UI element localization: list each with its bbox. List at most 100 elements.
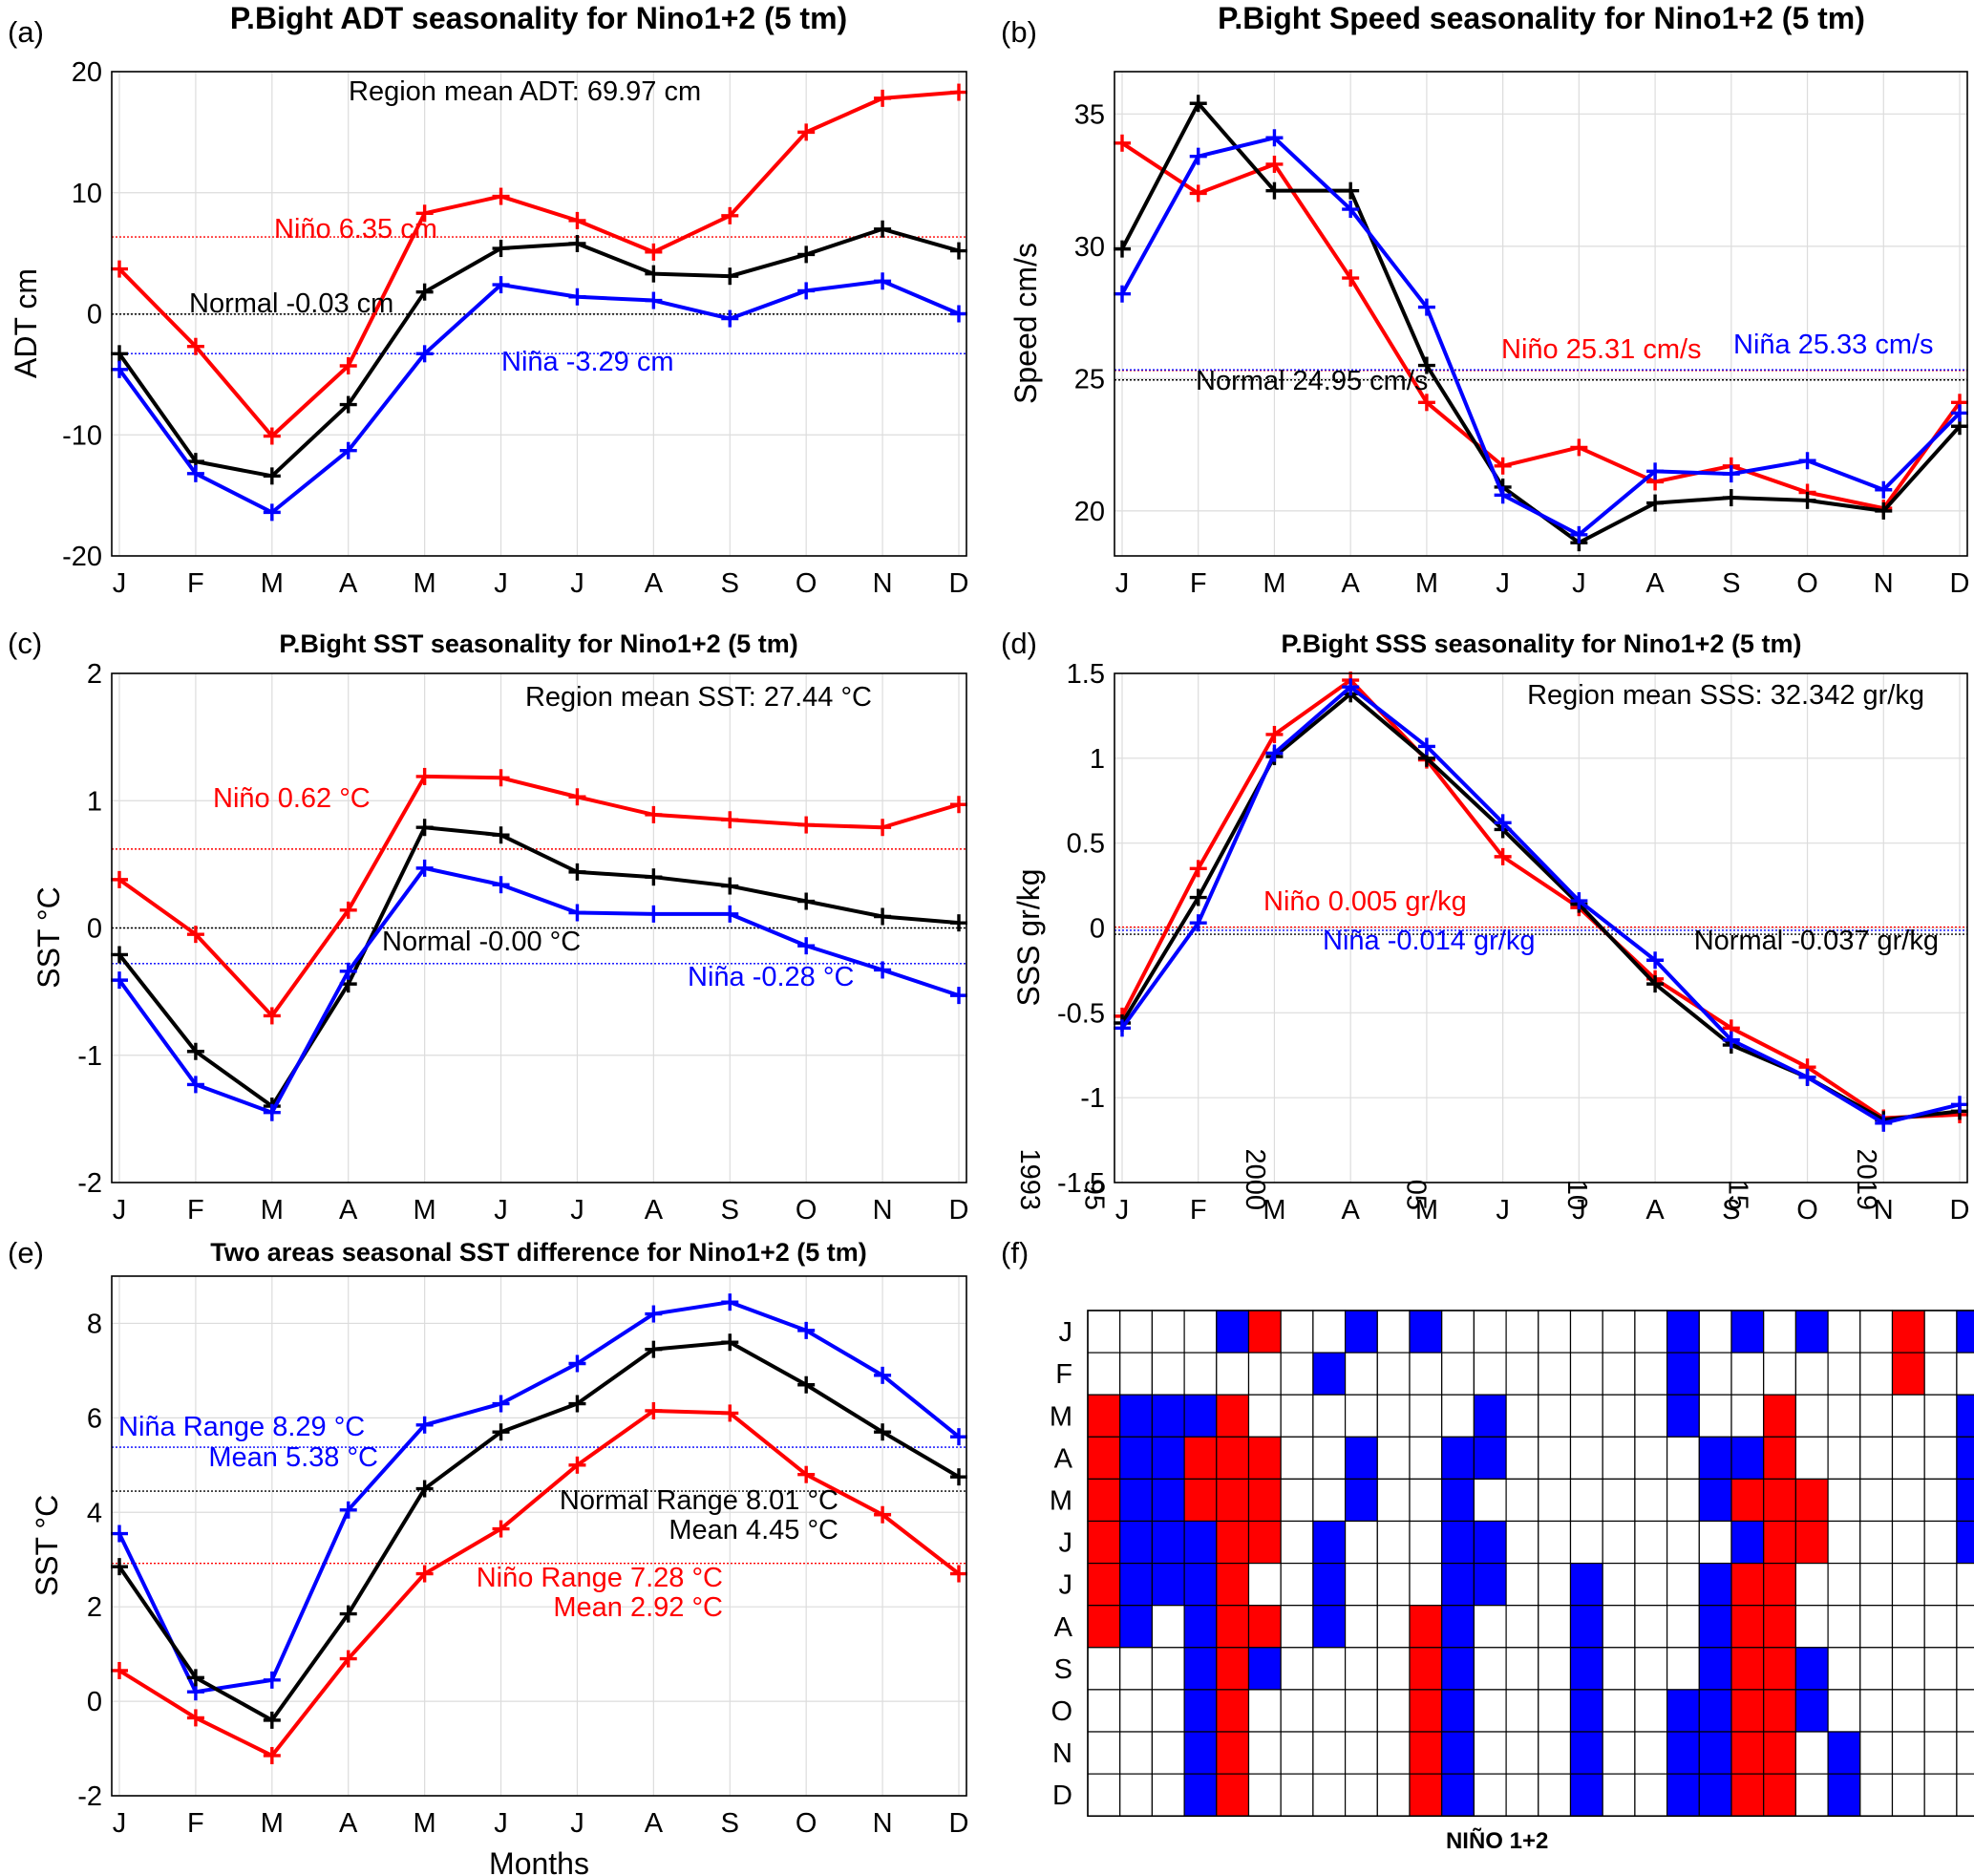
series-nino <box>111 83 967 445</box>
heatmap-cell <box>1409 1310 1443 1354</box>
data-point <box>1951 1096 1968 1114</box>
heatmap-cell <box>1376 1731 1411 1775</box>
heatmap-cell <box>1666 1689 1700 1733</box>
x-tick-label: N <box>873 1195 893 1226</box>
heatmap-cell <box>1794 1773 1829 1817</box>
data-point <box>492 1520 510 1538</box>
x-tick-label: A <box>645 1195 664 1226</box>
data-point <box>339 395 357 414</box>
heatmap-cell <box>1602 1436 1636 1481</box>
data-point <box>645 265 663 283</box>
data-point <box>492 826 510 844</box>
data-point <box>568 1395 586 1413</box>
data-point <box>721 1404 739 1422</box>
data-point <box>111 1524 128 1543</box>
heatmap-cell <box>1151 1605 1185 1649</box>
data-point <box>1114 285 1131 303</box>
heatmap-cell <box>1151 1773 1185 1817</box>
heatmap-cell <box>1376 1478 1411 1523</box>
heatmap-cell <box>1666 1731 1700 1775</box>
data-point <box>186 1076 204 1094</box>
data-point <box>1646 951 1665 970</box>
x-tick-label: D <box>949 1808 969 1839</box>
data-point <box>263 1103 281 1121</box>
heatmap-cell <box>1859 1773 1894 1817</box>
heatmap-cell <box>1087 1773 1121 1817</box>
heatmap-cell <box>1183 1605 1218 1649</box>
data-point <box>492 276 510 294</box>
x-tick-label: F <box>1190 1195 1207 1226</box>
heatmap-cell <box>1312 1562 1347 1607</box>
heatmap-cell <box>1151 1731 1185 1775</box>
series-nina <box>111 859 967 1121</box>
heatmap-cell <box>1602 1773 1636 1817</box>
heatmap-cell <box>1119 1478 1153 1523</box>
heatmap-cell <box>1569 1520 1603 1565</box>
data-point <box>874 89 892 107</box>
heatmap-cell <box>1344 1773 1378 1817</box>
heatmap-cell <box>1376 1310 1411 1354</box>
heatmap-cell <box>1087 1731 1121 1775</box>
heatmap-year-label: 2019 <box>1851 1148 1881 1210</box>
series-line <box>1120 101 1962 545</box>
heatmap-cell <box>1956 1436 1974 1481</box>
heatmap-cell <box>1569 1310 1603 1354</box>
heatmap-cell <box>1859 1689 1894 1733</box>
heatmap-cell <box>1344 1605 1378 1649</box>
y-tick-label: 10 <box>72 179 102 209</box>
series-nino <box>111 1401 967 1764</box>
x-tick-label: M <box>1415 568 1438 599</box>
data-point <box>1417 356 1435 374</box>
heatmap-cell <box>1151 1436 1185 1481</box>
heatmap-cell <box>1794 1352 1829 1396</box>
heatmap-cell <box>1441 1478 1475 1523</box>
heatmap-year-label: 10 <box>1561 1180 1592 1210</box>
heatmap-cell <box>1698 1520 1732 1565</box>
data-point <box>415 819 434 837</box>
data-point <box>721 811 739 829</box>
heatmap-cell <box>1183 1562 1218 1607</box>
x-tick-label: N <box>1874 1195 1894 1226</box>
chart-annotation: Niño Range 7.28 °C <box>477 1563 723 1593</box>
chart-annotation: Normal -0.03 cm <box>189 288 393 319</box>
heatmap-cell <box>1280 1731 1314 1775</box>
heatmap-cell <box>1602 1352 1636 1396</box>
heatmap-cell <box>1923 1436 1958 1481</box>
x-tick-label: M <box>261 568 284 599</box>
heatmap-cell <box>1538 1352 1572 1396</box>
heatmap-row-label: J <box>1059 1528 1073 1559</box>
x-tick-label: M <box>1415 1195 1438 1226</box>
heatmap-cell <box>1602 1689 1636 1733</box>
data-point <box>645 805 663 823</box>
data-point <box>1265 181 1284 200</box>
x-tick-label: M <box>414 568 436 599</box>
data-point <box>339 1650 357 1668</box>
heatmap-cell <box>1216 1478 1250 1523</box>
y-tick-label: 0.5 <box>1067 829 1105 860</box>
heatmap-cell <box>1827 1689 1861 1733</box>
heatmap-cell <box>1151 1352 1185 1396</box>
panel-label: (a) <box>8 15 44 49</box>
data-point <box>797 1375 816 1394</box>
heatmap-cell <box>1247 1352 1282 1396</box>
data-point <box>263 427 281 445</box>
y-tick-label: -2 <box>77 1168 102 1199</box>
heatmap-cell <box>1280 1310 1314 1354</box>
heatmap-cell <box>1409 1605 1443 1649</box>
data-point <box>111 260 128 278</box>
panel-label: (b) <box>1001 15 1037 49</box>
data-point <box>721 905 739 923</box>
data-point <box>1342 181 1360 200</box>
heatmap-cell <box>1376 1394 1411 1438</box>
heatmap-cell <box>1216 1605 1250 1649</box>
series-line <box>117 825 960 1109</box>
x-tick-label: N <box>1874 568 1894 599</box>
heatmap-row-label: F <box>1055 1359 1072 1390</box>
series-nino <box>111 767 967 1025</box>
heatmap-cell <box>1538 1773 1572 1817</box>
x-tick-label: A <box>1645 568 1665 599</box>
heatmap-cell <box>1151 1520 1185 1565</box>
heatmap-cell <box>1859 1436 1894 1481</box>
x-tick-label: J <box>1496 568 1510 599</box>
